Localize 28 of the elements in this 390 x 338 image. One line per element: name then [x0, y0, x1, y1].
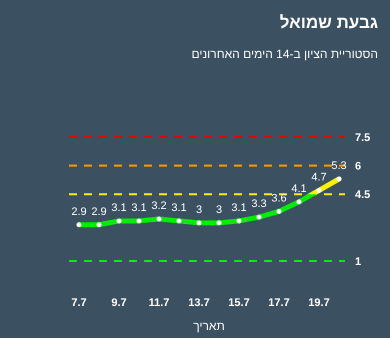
data-label: 3.3 [251, 198, 267, 210]
ref-line-label: 4.5 [355, 189, 370, 202]
data-label: 3.1 [231, 202, 247, 214]
ref-line-label: 6 [355, 160, 362, 173]
data-label: 3.1 [171, 202, 187, 214]
data-label: 3.1 [131, 202, 147, 214]
data-label: 2.9 [91, 206, 107, 218]
data-label: 2.9 [71, 206, 87, 218]
data-label: 4.1 [291, 182, 307, 195]
subtitle: הסטוריית הציון ב-14 הימים האחרונים [192, 47, 378, 61]
ref-line-label: 7.5 [355, 132, 370, 144]
x-tick-label: 9.7 [111, 297, 127, 309]
data-label: 3.1 [111, 202, 127, 214]
data-label: 3.6 [271, 192, 287, 204]
data-label: 3 [216, 204, 222, 216]
data-label: 4.7 [311, 171, 327, 184]
data-label: 5.3 [331, 160, 347, 172]
data-label: 3.2 [151, 200, 167, 212]
x-tick-label: 7.7 [71, 297, 87, 309]
ref-line-label: 1 [355, 256, 362, 268]
x-tick-label: 17.7 [268, 297, 290, 309]
x-tick-label: 19.7 [308, 297, 330, 309]
x-axis-title: תאריך [193, 319, 225, 333]
x-tick-label: 11.7 [148, 297, 170, 309]
title: גבעת שמואל [280, 13, 378, 32]
x-tick-label: 15.7 [228, 297, 250, 309]
data-label: 3 [196, 204, 202, 216]
x-tick-label: 13.7 [188, 297, 210, 309]
